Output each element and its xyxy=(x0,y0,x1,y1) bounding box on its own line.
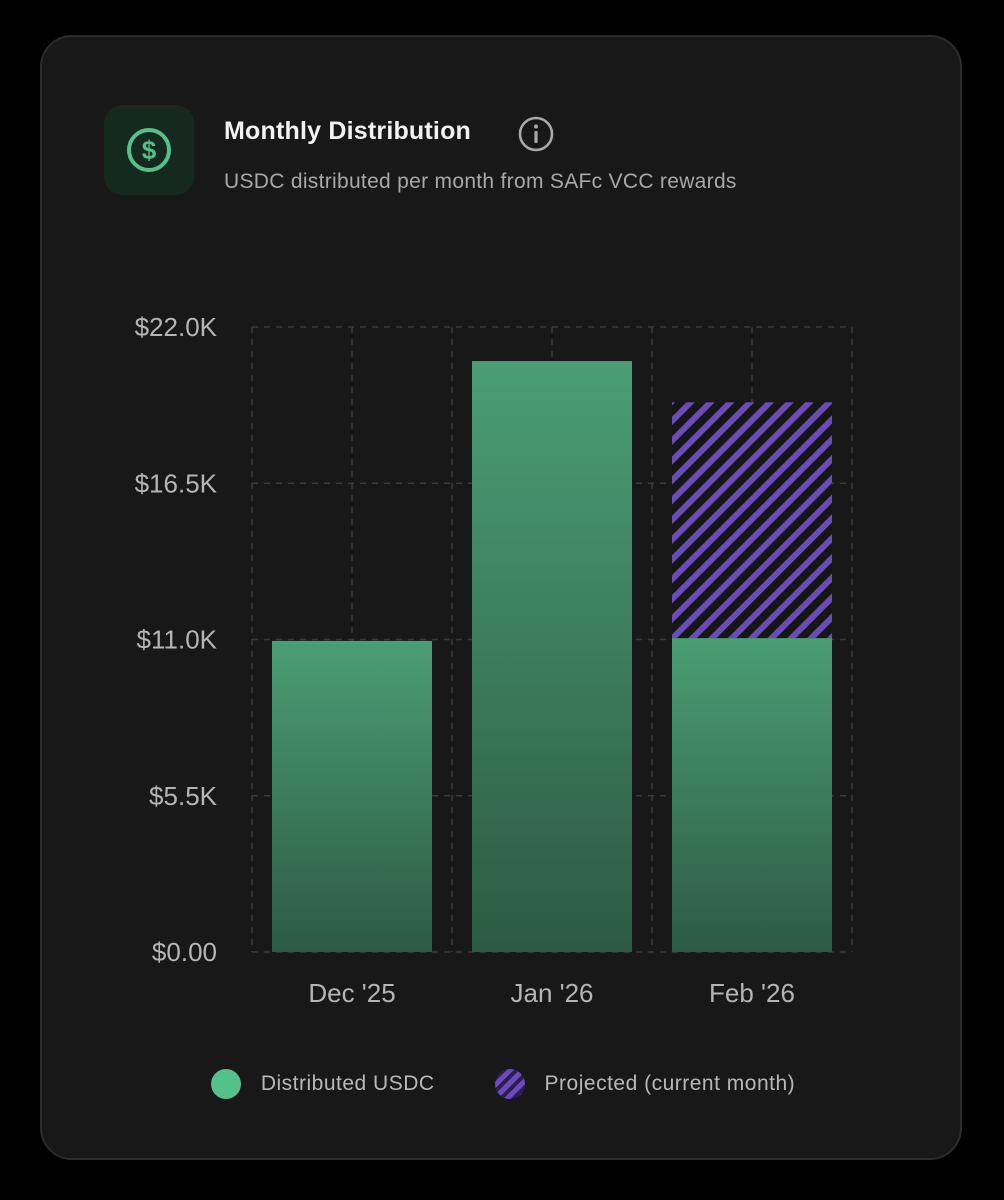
x-tick-label: Jan '26 xyxy=(510,978,593,1008)
bar-projected[interactable] xyxy=(672,402,832,639)
svg-text:$: $ xyxy=(142,135,157,165)
legend-label-projected: Projected (current month) xyxy=(544,1072,796,1095)
y-tick-label: $0.00 xyxy=(152,937,217,967)
dollar-icon-tile: $ xyxy=(104,105,194,195)
card-subtitle: USDC distributed per month from SAFc VCC… xyxy=(224,170,737,193)
x-tick-label: Feb '26 xyxy=(709,978,795,1008)
y-tick-label: $22.0K xyxy=(135,312,218,342)
bar-distributed[interactable] xyxy=(272,640,432,952)
dollar-icon: $ xyxy=(127,128,171,172)
bar-distributed[interactable] xyxy=(472,361,632,952)
projected-swatch xyxy=(494,1069,525,1099)
distribution-bar-chart: $0.00 $5.5K $11.0K $16.5K $22.0K Dec '25 Jan '… xyxy=(135,312,853,1008)
y-tick-label: $16.5K xyxy=(135,468,218,498)
card-title: Monthly Distribution xyxy=(224,117,472,145)
info-icon[interactable] xyxy=(518,116,554,152)
bar-distributed[interactable] xyxy=(672,638,832,952)
y-tick-label: $5.5K xyxy=(149,781,218,811)
legend-item-projected: Projected (current month) xyxy=(494,1069,796,1099)
chart-legend: Distributed USDC Projected (current mont… xyxy=(42,1069,964,1099)
monthly-distribution-card: $ Monthly Distribution USDC distributed … xyxy=(40,35,962,1160)
legend-item-distributed: Distributed USDC xyxy=(210,1069,435,1099)
legend-label-distributed: Distributed USDC xyxy=(260,1072,435,1095)
y-tick-label: $11.0K xyxy=(137,625,218,655)
x-tick-label: Dec '25 xyxy=(308,978,395,1008)
distributed-swatch xyxy=(210,1069,241,1099)
